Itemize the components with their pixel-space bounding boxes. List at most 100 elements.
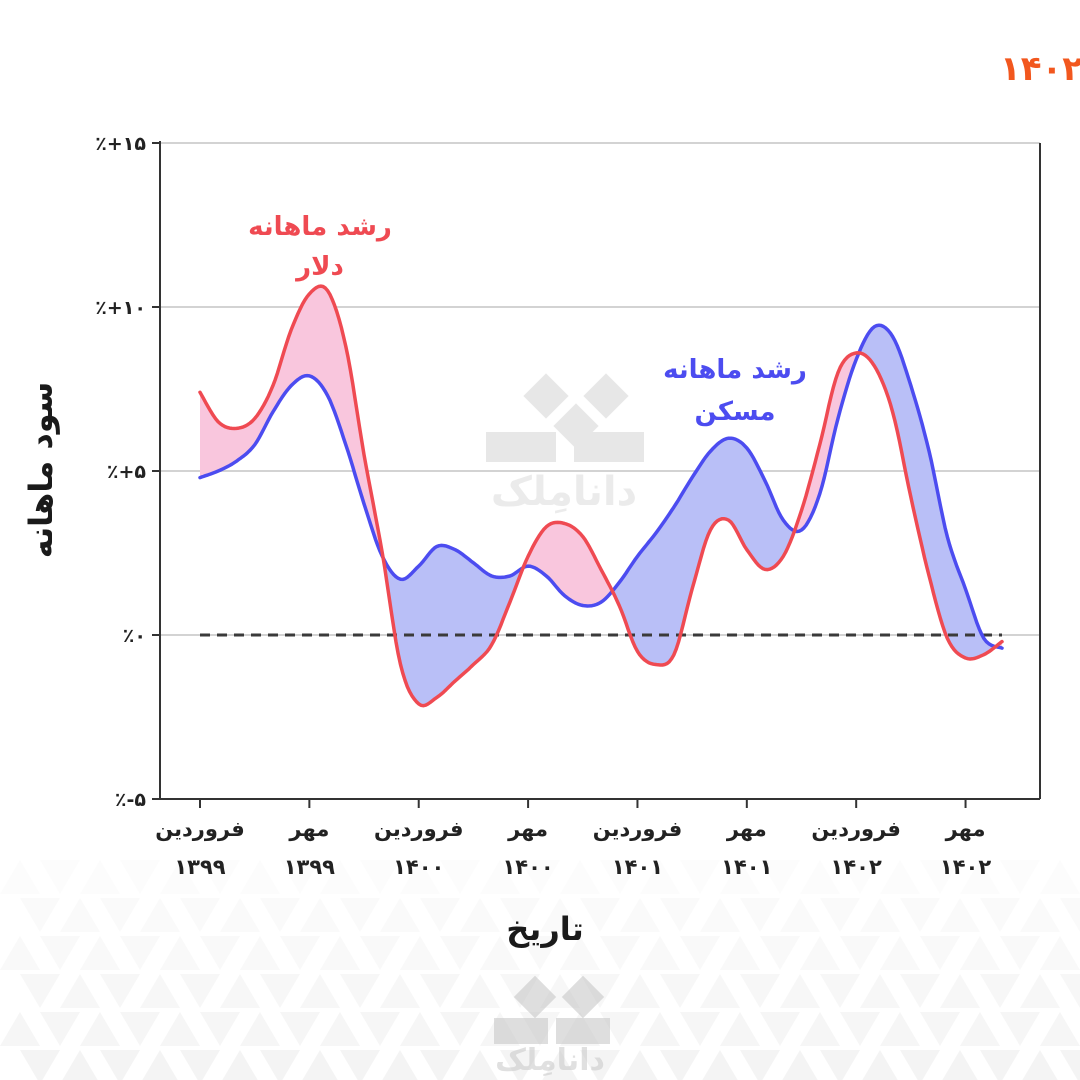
- background-triangle: [1060, 974, 1080, 1008]
- background-triangle: [120, 1012, 160, 1046]
- series-difference-fills: [200, 286, 1002, 706]
- background-triangle: [80, 936, 120, 970]
- x-tick-label-year: ۱۳۹۹: [284, 855, 335, 879]
- background-triangle: [360, 936, 400, 970]
- background-triangle: [640, 1012, 680, 1046]
- background-triangle: [240, 936, 280, 970]
- background-triangle: [360, 1012, 400, 1046]
- series-lines: [198, 284, 1004, 708]
- background-triangle: [302, 1050, 338, 1080]
- background-triangle: [720, 936, 760, 970]
- background-triangle: [220, 974, 260, 1008]
- x-tick-label-year: ۱۳۹۹: [174, 855, 225, 879]
- background-triangle: [1060, 1050, 1080, 1080]
- background-triangle: [100, 898, 140, 932]
- background-triangle: [660, 974, 700, 1008]
- background-triangle: [520, 936, 560, 970]
- background-triangle: [500, 898, 540, 932]
- background-triangle: [200, 936, 240, 970]
- background-triangle: [800, 1012, 840, 1046]
- background-triangle: [720, 860, 760, 894]
- background-triangle: [680, 1012, 720, 1046]
- background-triangle: [600, 860, 640, 894]
- background-triangle: [640, 860, 680, 894]
- y-tick-label: ٪+۱۵: [95, 133, 146, 155]
- background-triangle: [340, 898, 380, 932]
- background-triangle: [860, 974, 900, 1008]
- background-triangle: [920, 1012, 960, 1046]
- background-triangle: [240, 860, 280, 894]
- watermark-text: دانامِلک: [491, 469, 637, 515]
- background-triangle: [580, 898, 620, 932]
- chart-title: مقایسه رشد دلار و مسکن در بازه ۱۳۹۹ تا ۱…: [1000, 49, 1080, 89]
- background-triangle: [700, 898, 740, 932]
- background-triangle: [1040, 1012, 1080, 1046]
- fill-dollar-above: [200, 286, 385, 567]
- background-triangle: [440, 936, 480, 970]
- background-triangle: [180, 898, 220, 932]
- background-triangle: [800, 860, 840, 894]
- background-triangle: [280, 936, 320, 970]
- x-tick-label-year: ۱۴۰۰: [393, 855, 444, 879]
- background-triangle: [942, 1050, 978, 1080]
- background-triangle: [622, 1050, 658, 1080]
- x-tick-label-year: ۱۴۰۰: [502, 855, 553, 879]
- dollar-series-annotation: رشد ماهانه دلار: [248, 212, 392, 282]
- background-triangle: [200, 1012, 240, 1046]
- background-triangle: [520, 860, 560, 894]
- background-triangle: [462, 1050, 498, 1080]
- background-triangle: [640, 936, 680, 970]
- background-triangle: [420, 898, 460, 932]
- background-triangle: [920, 936, 960, 970]
- background-triangle: [400, 936, 440, 970]
- background-triangle: [800, 936, 840, 970]
- background-triangle: [0, 860, 40, 894]
- background-triangle: [320, 860, 360, 894]
- x-tick-label-month: فروردین: [155, 817, 245, 841]
- background-triangle: [900, 974, 940, 1008]
- background-triangle: [40, 936, 80, 970]
- background-triangle: [880, 860, 920, 894]
- housing-annotation-line1: رشد ماهانه: [663, 355, 807, 385]
- dollar-series-line: [198, 284, 1004, 708]
- background-triangle: [1000, 1012, 1040, 1046]
- background-triangle: [120, 936, 160, 970]
- background-triangle: [740, 974, 780, 1008]
- background-triangle: [700, 974, 740, 1008]
- background-triangle: [580, 974, 620, 1008]
- background-triangle: [60, 898, 100, 932]
- background-triangle: [300, 974, 340, 1008]
- background-triangle: [980, 1050, 1020, 1080]
- background-triangle: [960, 1012, 1000, 1046]
- background-triangle: [40, 860, 80, 894]
- background-triangle: [320, 936, 360, 970]
- background-triangle: [940, 898, 980, 932]
- y-axis-title: سود ماهانه: [22, 382, 60, 559]
- background-triangle: [940, 974, 980, 1008]
- background-triangle: [0, 936, 40, 970]
- background-triangle: [760, 936, 800, 970]
- background-triangle: [1040, 936, 1080, 970]
- background-triangle: [180, 974, 220, 1008]
- background-triangle: [820, 974, 860, 1008]
- background-triangle: [380, 974, 420, 1008]
- background-triangle: [460, 898, 500, 932]
- background-triangle: [500, 1050, 540, 1080]
- background-triangle: [1020, 974, 1060, 1008]
- fill-dollar-above: [523, 522, 615, 606]
- background-triangle: [660, 1050, 700, 1080]
- background-triangle: [142, 1050, 178, 1080]
- background-triangle: [100, 1050, 140, 1080]
- y-tick-label: ٪+۵: [107, 461, 147, 483]
- background-triangle: [760, 860, 800, 894]
- background-triangle: [480, 936, 520, 970]
- background-triangle: [560, 860, 600, 894]
- x-tick-label-month: مهر: [288, 817, 329, 841]
- background-triangle: [840, 936, 880, 970]
- background-triangle: [820, 1050, 860, 1080]
- background-triangle: [542, 1050, 578, 1080]
- background-triangle: [180, 1050, 220, 1080]
- background-triangle: [20, 1050, 60, 1080]
- background-triangle: [260, 1050, 300, 1080]
